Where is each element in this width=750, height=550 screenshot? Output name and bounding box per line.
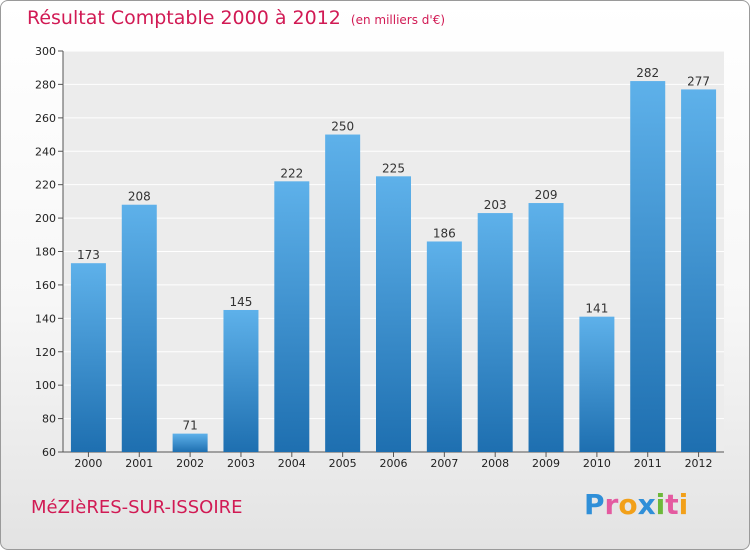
value-label: 203 <box>484 198 507 212</box>
y-tick-label: 160 <box>35 279 56 292</box>
value-label: 141 <box>585 302 608 316</box>
y-tick-label: 260 <box>35 112 56 125</box>
bar-2004 <box>274 181 310 452</box>
x-tick-label: 2007 <box>430 457 458 470</box>
bar-2008 <box>477 213 513 452</box>
value-label: 71 <box>182 419 197 433</box>
bar-2010 <box>579 316 615 452</box>
x-tick-label: 2001 <box>125 457 153 470</box>
y-tick-label: 80 <box>42 413 56 426</box>
x-tick-label: 2005 <box>329 457 357 470</box>
chart-title: Résultat Comptable 2000 à 2012 (en millie… <box>27 7 445 29</box>
x-tick-label: 2009 <box>532 457 560 470</box>
y-tick-label: 220 <box>35 179 56 192</box>
logo-letter: x <box>637 488 656 521</box>
bar-2007 <box>426 241 462 452</box>
y-tick-label: 300 <box>35 45 56 58</box>
chart-unit: (en milliers d'€) <box>350 13 446 27</box>
value-label: 222 <box>280 166 303 180</box>
value-label: 282 <box>636 66 659 80</box>
value-label: 173 <box>77 248 100 262</box>
bar-2011 <box>630 81 666 452</box>
commune-name: MéZIèRES-SUR-ISSOIRE <box>31 497 243 518</box>
value-label: 145 <box>230 295 253 309</box>
bar-2001 <box>121 204 157 452</box>
logo-letter: i <box>678 488 689 521</box>
y-tick-label: 280 <box>35 78 56 91</box>
chart-title-text: Résultat Comptable 2000 à 2012 <box>27 7 341 29</box>
logo-letter: i <box>655 488 666 521</box>
bar-2012 <box>681 89 717 452</box>
x-tick-label: 2010 <box>583 457 611 470</box>
bar-2006 <box>376 176 411 452</box>
value-label: 208 <box>128 190 151 204</box>
x-tick-label: 2012 <box>685 457 713 470</box>
value-label: 277 <box>687 74 710 88</box>
bar-2005 <box>325 134 361 452</box>
x-tick-label: 2004 <box>278 457 306 470</box>
logo-letter: o <box>618 488 638 521</box>
y-tick-label: 60 <box>42 446 56 459</box>
x-tick-label: 2008 <box>481 457 509 470</box>
proxiti-logo: Proxiti <box>584 488 688 521</box>
value-label: 250 <box>331 120 354 134</box>
value-label: 225 <box>382 161 405 175</box>
y-tick-label: 200 <box>35 212 56 225</box>
bar-2003 <box>223 309 259 452</box>
bar-2002 <box>172 433 208 452</box>
y-tick-label: 180 <box>35 246 56 259</box>
x-tick-label: 2006 <box>380 457 408 470</box>
bar-2009 <box>528 203 564 452</box>
y-tick-label: 140 <box>35 312 56 325</box>
logo-letter: r <box>604 488 619 521</box>
value-label: 186 <box>433 226 456 240</box>
value-label: 209 <box>535 188 558 202</box>
bar-2000 <box>70 263 106 452</box>
x-tick-label: 2002 <box>176 457 204 470</box>
logo-letter: t <box>665 488 679 521</box>
y-tick-label: 240 <box>35 145 56 158</box>
x-tick-label: 2011 <box>634 457 662 470</box>
y-tick-label: 100 <box>35 379 56 392</box>
y-tick-label: 120 <box>35 346 56 359</box>
x-tick-label: 2003 <box>227 457 255 470</box>
x-tick-label: 2000 <box>74 457 102 470</box>
logo-letter: P <box>584 488 605 521</box>
